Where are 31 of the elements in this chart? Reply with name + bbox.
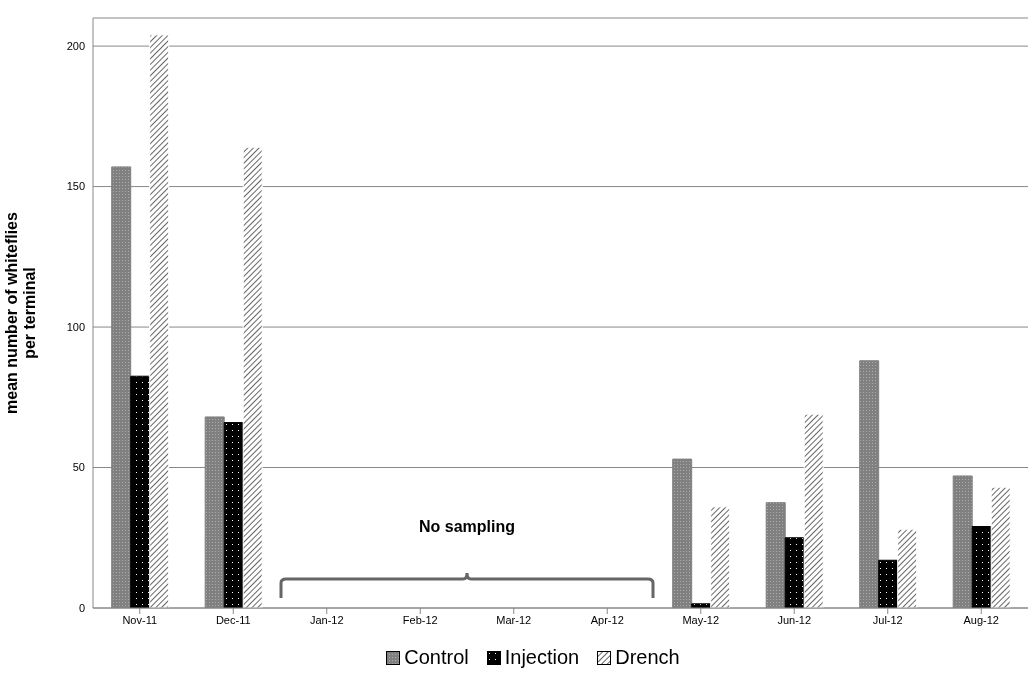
bar: [897, 528, 918, 608]
annotation: No sampling: [418, 518, 516, 536]
bar: [971, 526, 992, 608]
legend-label: Injection: [503, 646, 580, 669]
y-tick-label: 200: [66, 40, 85, 52]
y-tick-label: 150: [66, 180, 85, 193]
x-tick-label: May-12: [682, 613, 720, 626]
legend-label: Control: [403, 646, 469, 669]
x-tick-label: Feb-12: [402, 613, 438, 626]
bar: [242, 146, 263, 608]
bar: [223, 422, 244, 608]
bar: [130, 375, 151, 608]
bar: [784, 537, 805, 608]
bar: [878, 559, 899, 608]
bar: [803, 413, 824, 608]
x-tick-label: Nov-11: [122, 613, 158, 626]
legend-label: Drench: [614, 646, 680, 669]
x-tick-label: Dec-11: [215, 613, 251, 626]
x-tick-label: Mar-12: [496, 613, 532, 626]
y-tick-label: 50: [72, 461, 85, 474]
y-tick-label: 0: [78, 601, 85, 614]
bar: [990, 486, 1011, 608]
y-axis-title: mean number of whiteflies per terminal: [3, 211, 39, 416]
bar: [149, 34, 170, 608]
x-tick-label: Jun-12: [777, 613, 812, 626]
x-tick-label: Jul-12: [872, 613, 903, 626]
x-tick-label: Aug-12: [963, 613, 999, 626]
x-tick-label: Jan-12: [309, 613, 344, 626]
bar: [710, 506, 731, 608]
x-tick-label: Apr-12: [590, 613, 624, 626]
y-tick-label: 100: [66, 320, 85, 333]
